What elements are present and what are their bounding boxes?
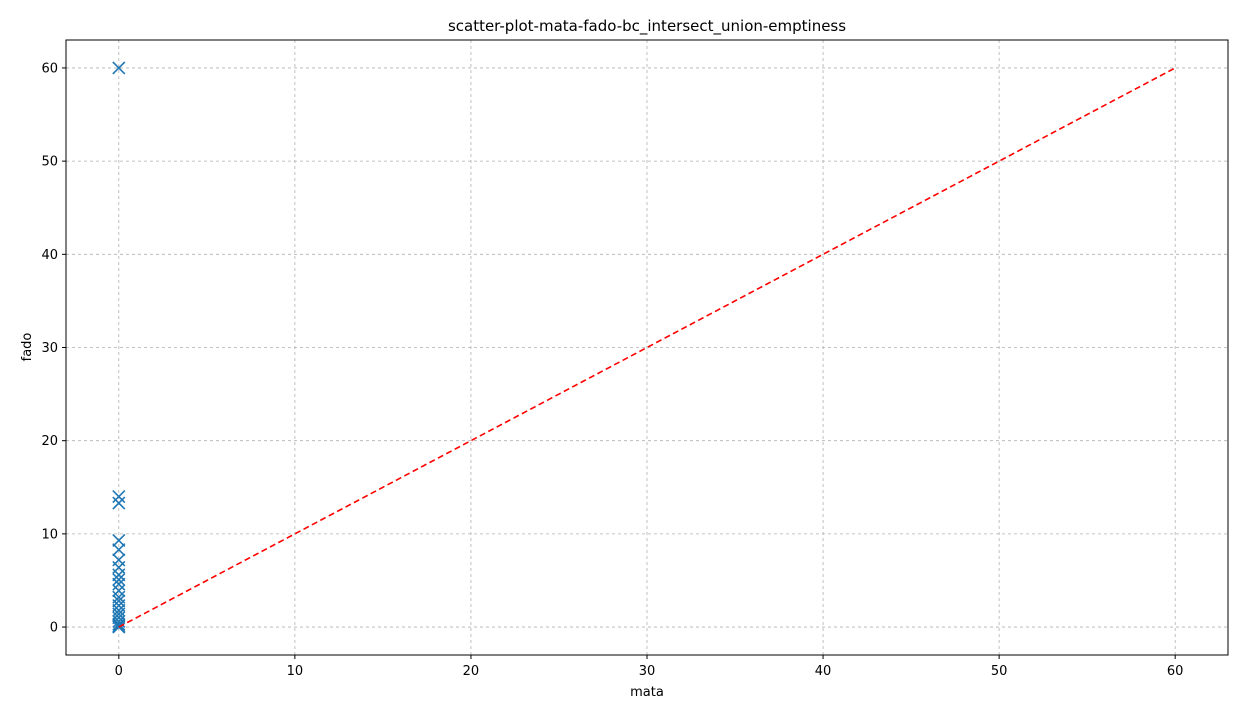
x-tick-label: 20: [463, 664, 480, 679]
x-tick-label: 40: [815, 664, 832, 679]
scatter-point: [112, 533, 126, 547]
x-tick-label: 60: [1167, 664, 1184, 679]
scatter-point: [112, 572, 126, 587]
ticks-layer: 0 10 20 30 40 50 60 0 10 20 30 40 50 60: [41, 61, 1183, 679]
data-layer: [112, 61, 1176, 634]
scatter-point: [112, 61, 126, 75]
scatter-point: [112, 577, 126, 591]
grid-layer: [66, 40, 1228, 655]
x-tick-label: 10: [287, 664, 304, 679]
scatter-point: [112, 543, 126, 557]
chart-title: scatter-plot-mata-fado-bc_intersect_unio…: [448, 17, 846, 36]
x-tick-label: 30: [639, 664, 656, 679]
y-tick-label: 0: [50, 621, 58, 636]
scatter-point: [112, 496, 126, 510]
y-tick-label: 40: [41, 248, 58, 263]
y-tick-label: 20: [41, 434, 58, 449]
y-tick-label: 10: [41, 527, 58, 542]
scatter-point: [112, 490, 126, 504]
y-tick-label: 30: [41, 341, 58, 356]
y-tick-label: 60: [41, 61, 58, 76]
y-tick-label: 50: [41, 155, 58, 170]
scatter-point: [112, 584, 126, 598]
x-tick-label: 50: [991, 664, 1008, 679]
scatter-point: [112, 568, 126, 582]
scatter-point: [112, 594, 126, 608]
x-axis-label: mata: [630, 685, 664, 700]
x-tick-label: 0: [115, 664, 123, 679]
scatter-point: [112, 617, 126, 631]
y-axis-label: fado: [20, 333, 35, 362]
